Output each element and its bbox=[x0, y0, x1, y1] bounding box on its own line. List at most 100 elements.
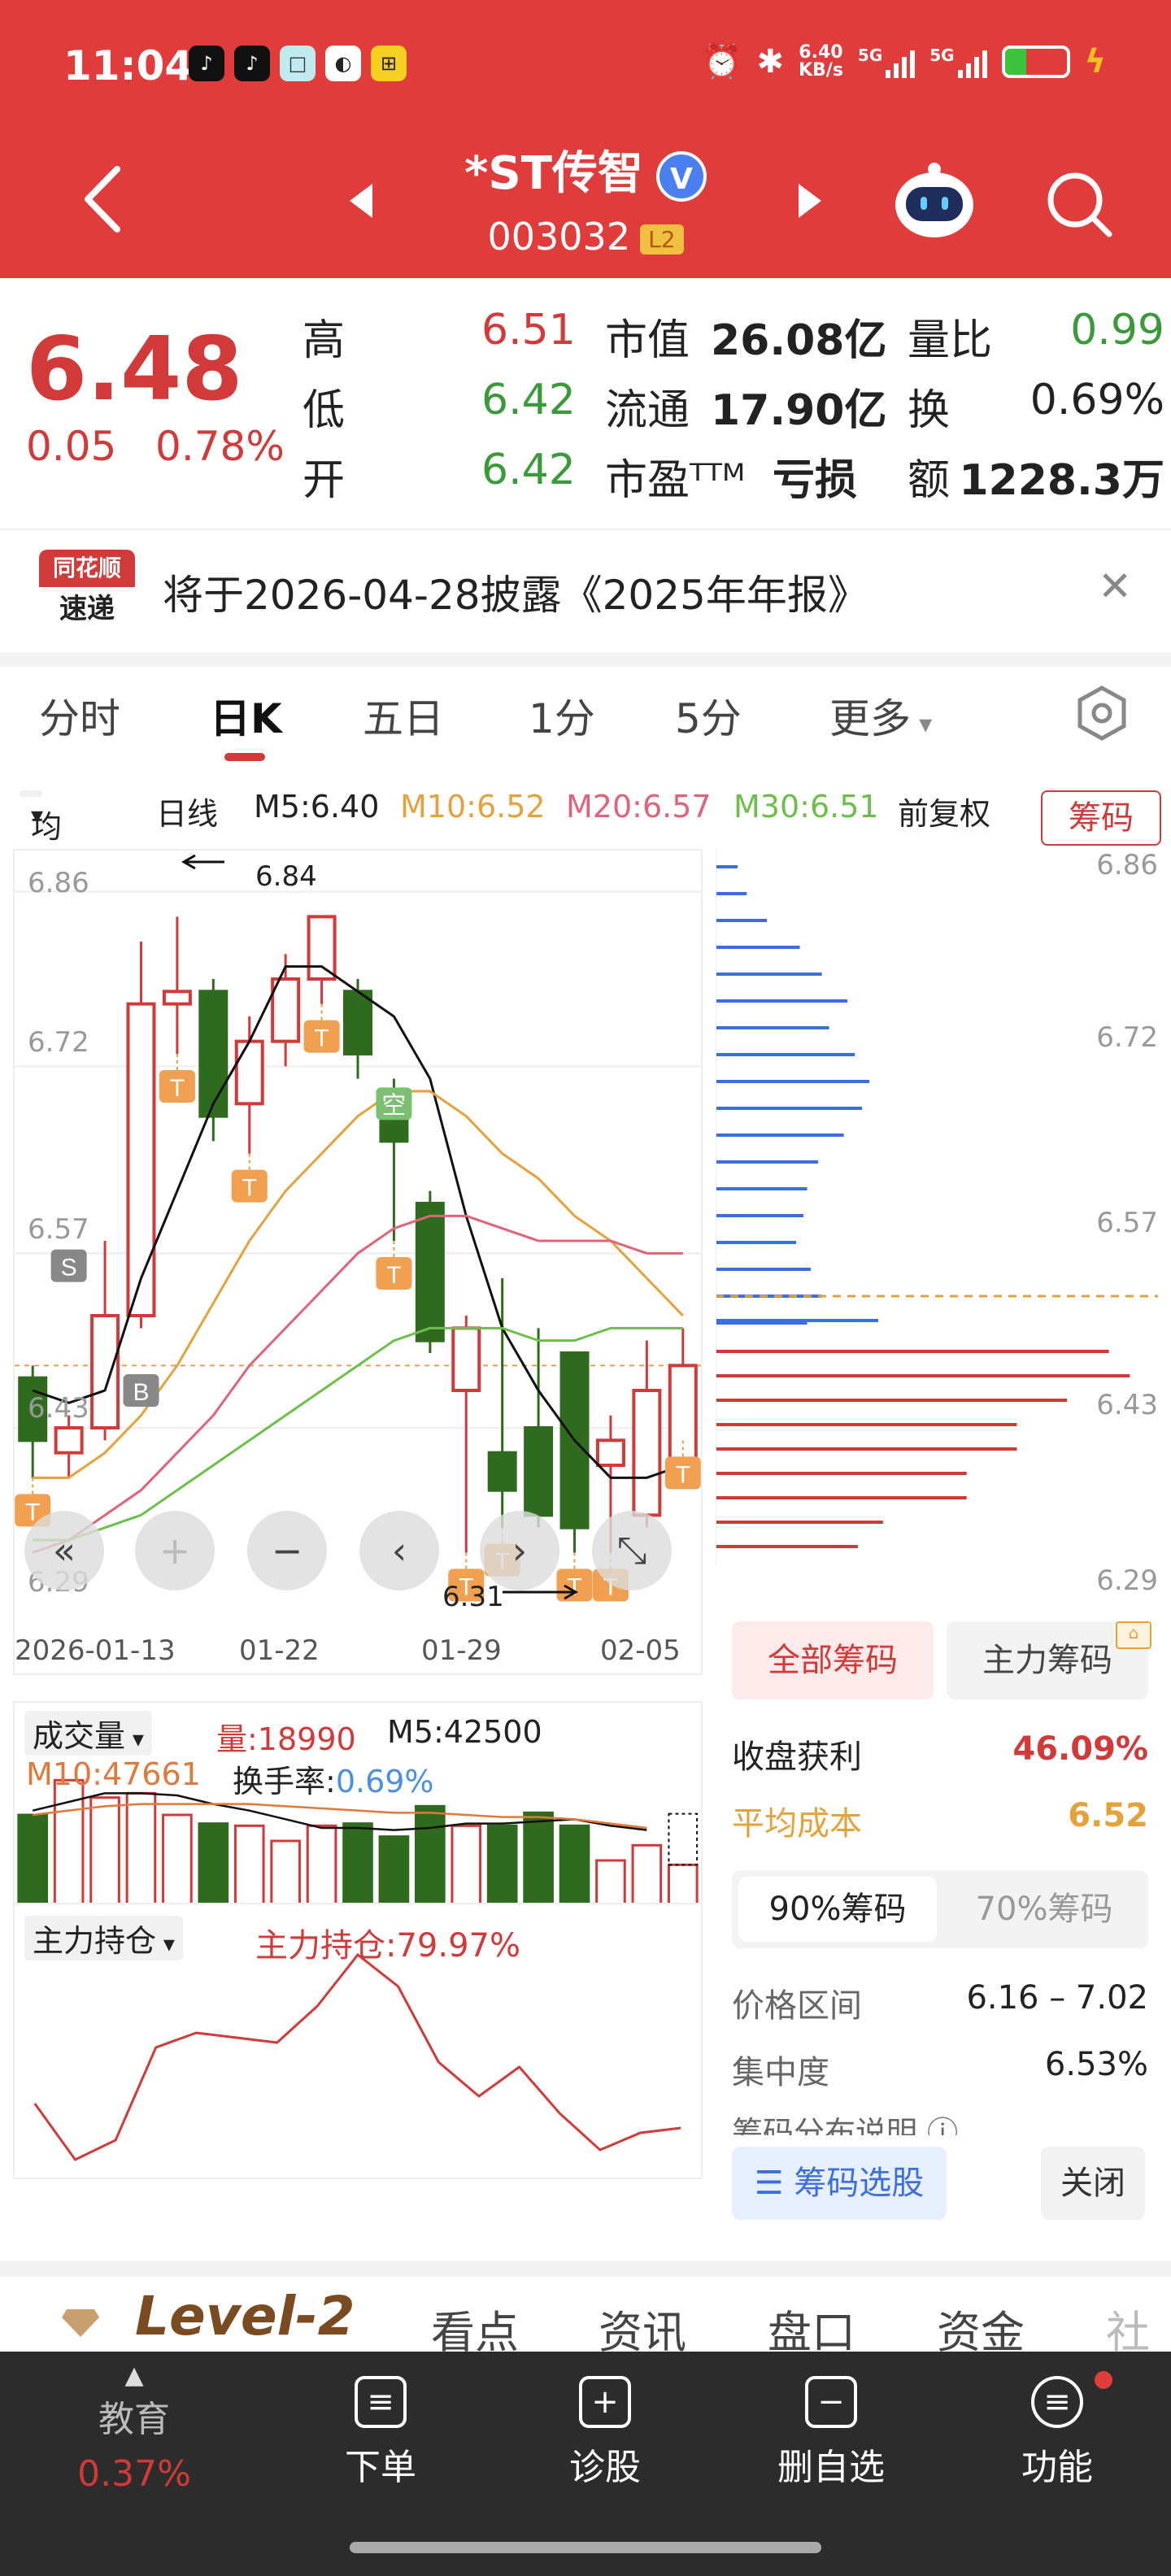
active-tab-indicator bbox=[224, 753, 265, 761]
chip-bar-profit bbox=[716, 1107, 863, 1110]
volume-m10-line bbox=[33, 1803, 647, 1830]
tab-main-chips[interactable]: 主力筹码 bbox=[947, 1621, 1148, 1699]
volume-bar bbox=[306, 1824, 337, 1908]
notice-banner[interactable]: 同花顺 速递 将于2026-04-28披露《2025年年报》 ✕ bbox=[0, 529, 1171, 652]
chip-select-stock-button[interactable]: ☰ 筹码选股 bbox=[732, 2147, 947, 2220]
close-chips-button[interactable]: 关闭 bbox=[1041, 2147, 1145, 2220]
signal-1: 5G bbox=[858, 46, 916, 78]
chip-bar-profit bbox=[716, 1134, 844, 1137]
holdings-panel[interactable]: 主力持仓 ▾ 主力持仓:79.97% bbox=[13, 1903, 703, 2179]
tab-five-day[interactable]: 五日 bbox=[363, 695, 444, 742]
chip-button[interactable]: 筹码 bbox=[1041, 790, 1161, 846]
close-icon[interactable]: ✕ bbox=[1098, 563, 1132, 610]
chip-bar-profit bbox=[716, 865, 738, 868]
profit-label: 收盘获利 bbox=[732, 1738, 862, 1776]
prev-stock-icon[interactable] bbox=[345, 181, 377, 221]
chip-bar-loss bbox=[716, 1399, 1068, 1402]
tab-level2[interactable]: Level-2 bbox=[135, 2285, 355, 2348]
chip-y-label: 6.43 bbox=[1096, 1389, 1158, 1421]
volume-m10: M10:47661 bbox=[26, 1756, 201, 1792]
chip-bar-profit bbox=[716, 919, 768, 922]
t-marker bbox=[231, 1169, 268, 1203]
app-icon: □ bbox=[280, 46, 316, 81]
open-label: 开 bbox=[303, 456, 346, 505]
zoom-out-icon[interactable]: − bbox=[247, 1511, 327, 1590]
chip-y-label: 6.86 bbox=[1096, 849, 1158, 881]
ma-selector[interactable]: 均线 ▾ bbox=[20, 790, 62, 890]
ma5-value: M5:6.40 bbox=[254, 789, 380, 825]
status-time: 11:04 bbox=[63, 42, 194, 89]
scroll-left-icon[interactable]: ‹ bbox=[359, 1511, 439, 1590]
volume-bar bbox=[162, 1813, 193, 1908]
tab-community[interactable]: 社 bbox=[1106, 2307, 1150, 2358]
tab-highlights[interactable]: 看点 bbox=[431, 2307, 519, 2358]
search-icon[interactable] bbox=[1043, 168, 1116, 241]
settings-icon[interactable] bbox=[1073, 685, 1130, 742]
quote-panel: 6.48 0.05 0.78% 高 6.51 低 6.42 开 6.42 市值 … bbox=[0, 278, 1171, 529]
charging-icon: ϟ bbox=[1084, 42, 1106, 80]
volume-panel[interactable]: 成交量 ▾ 量:18990 M5:42500 M10:47661 换手率:0.6… bbox=[13, 1701, 703, 1908]
chip-bar-profit bbox=[716, 1321, 808, 1325]
chip-bar-profit bbox=[716, 1053, 855, 1056]
chip-bar-profit bbox=[716, 1187, 808, 1190]
candle bbox=[307, 915, 337, 981]
status-indicators: ⏰ ✱ 6.40 KB/s 5G 5G ϟ bbox=[702, 41, 1106, 81]
back-icon[interactable] bbox=[78, 163, 127, 236]
volume-bar bbox=[559, 1824, 590, 1908]
kline-y-label: 6.72 bbox=[28, 1026, 89, 1059]
candle bbox=[198, 990, 229, 1118]
nav-order[interactable]: ≡ 下单 bbox=[299, 2376, 462, 2490]
next-stock-icon[interactable] bbox=[794, 181, 826, 221]
kline-panel[interactable]: TTTTTTTTTTSB空 6.86 6.72 6.57 6.43 6.29 6… bbox=[13, 849, 703, 1675]
tab-intraday[interactable]: 分时 bbox=[39, 695, 120, 742]
mktcap-label: 市值 bbox=[605, 316, 690, 365]
x-label: 02-05 bbox=[600, 1634, 681, 1667]
tab-funds[interactable]: 资金 bbox=[937, 2307, 1025, 2358]
range-label: 价格区间 bbox=[732, 1987, 862, 2025]
zoom-left-fast-icon[interactable]: « bbox=[24, 1511, 104, 1590]
scroll-right-icon[interactable]: › bbox=[480, 1511, 559, 1590]
chip-desc-link[interactable]: 筹码分布说明 ⓘ bbox=[732, 2115, 959, 2135]
chip-distribution-chart bbox=[715, 849, 1158, 1573]
tab-1min[interactable]: 1分 bbox=[529, 695, 595, 742]
tab-all-chips[interactable]: 全部筹码 bbox=[732, 1621, 934, 1699]
chip-y-label: 6.72 bbox=[1096, 1021, 1158, 1054]
t-marker bbox=[303, 1020, 340, 1053]
nav-education[interactable]: ▲ 教育 0.37% bbox=[49, 2361, 220, 2495]
volume-bar bbox=[198, 1822, 229, 1908]
chip-bar-profit bbox=[716, 892, 747, 895]
volume-selector[interactable]: 成交量 ▾ bbox=[24, 1711, 152, 1756]
candle bbox=[595, 1438, 625, 1467]
fullscreen-icon[interactable]: ⤡ bbox=[592, 1511, 672, 1590]
t-marker bbox=[376, 1257, 412, 1290]
nav-remove-watchlist[interactable]: − 删自选 bbox=[750, 2376, 912, 2490]
seg-70-chips[interactable]: 70%筹码 bbox=[975, 1891, 1113, 1928]
holdings-selector[interactable]: 主力持仓 ▾ bbox=[24, 1916, 183, 1960]
volume-bar bbox=[270, 1839, 301, 1908]
robot-assistant-icon[interactable] bbox=[890, 159, 979, 241]
holdings-line bbox=[33, 1952, 681, 2161]
zoom-in-icon[interactable]: + bbox=[135, 1511, 215, 1590]
tab-more[interactable]: 更多 ▾ bbox=[829, 695, 933, 742]
candle bbox=[668, 1364, 698, 1467]
seg-90-chips[interactable]: 90%筹码 bbox=[738, 1877, 937, 1942]
chip-bar-profit bbox=[716, 1268, 812, 1271]
t-marker bbox=[448, 1569, 485, 1602]
high-arrow-head bbox=[181, 854, 196, 870]
tab-news[interactable]: 资讯 bbox=[599, 2307, 686, 2358]
t-marker-label: T bbox=[314, 1025, 329, 1052]
adjust-label[interactable]: 前复权 bbox=[898, 796, 991, 832]
nav-diagnose[interactable]: + 诊股 bbox=[524, 2376, 686, 2490]
net-speed: 6.40 KB/s bbox=[798, 41, 843, 80]
candle bbox=[234, 1039, 264, 1106]
nav-functions[interactable]: ≡ 功能 bbox=[976, 2376, 1138, 2490]
stock-title: *ST传智 V bbox=[0, 137, 1171, 202]
level2-badge: L2 bbox=[640, 224, 684, 255]
ma30-value: M30:6.51 bbox=[734, 789, 879, 825]
chevron-down-icon: ▾ bbox=[31, 802, 44, 830]
stock-code: 003032 L2 bbox=[0, 215, 1171, 259]
tab-order-book[interactable]: 盘口 bbox=[768, 2307, 855, 2358]
t-marker-label: T bbox=[170, 1075, 185, 1102]
tab-5min[interactable]: 5分 bbox=[675, 695, 742, 742]
tab-daily-k[interactable]: 日K bbox=[210, 695, 282, 742]
